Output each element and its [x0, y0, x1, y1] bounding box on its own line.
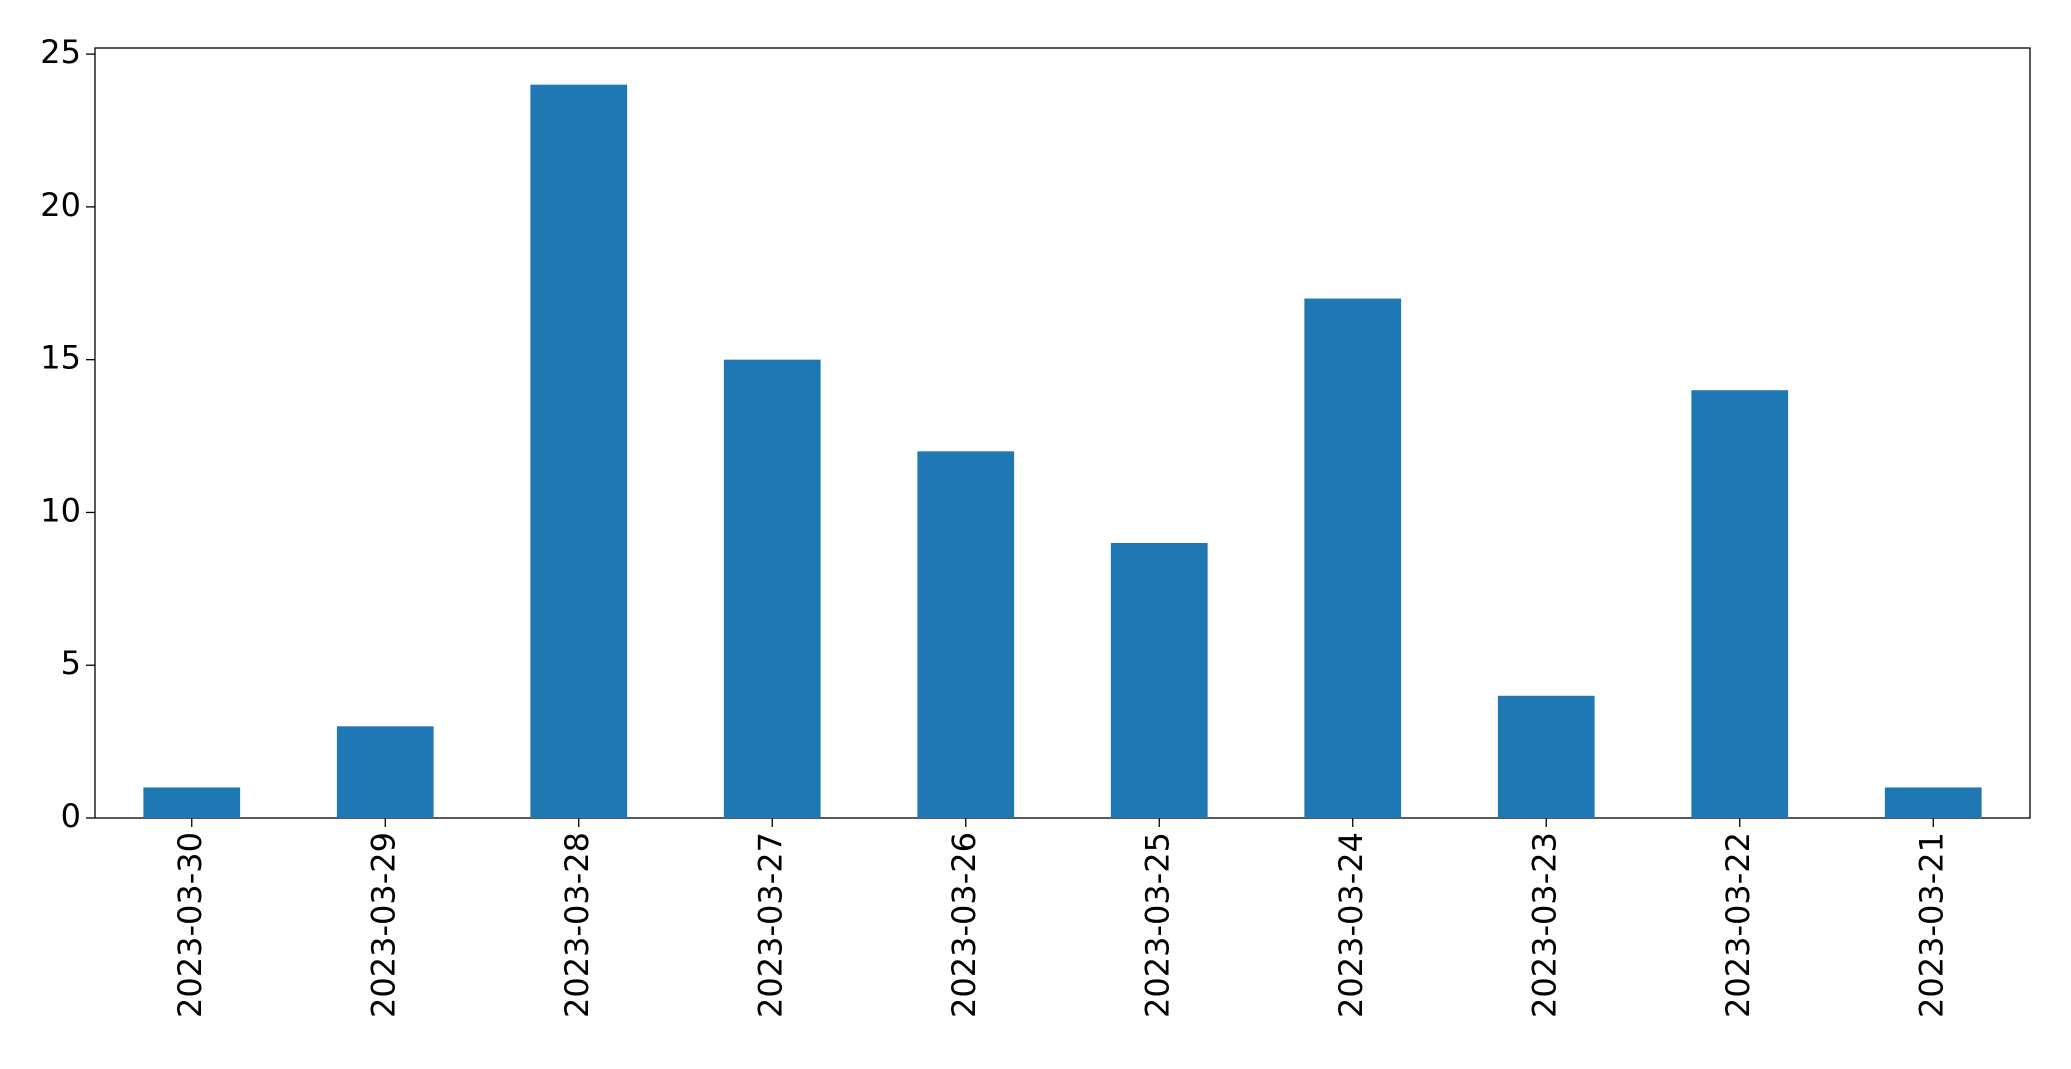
bar — [1304, 298, 1402, 818]
bar — [143, 787, 241, 818]
bar — [530, 84, 628, 818]
bar — [336, 726, 434, 818]
bar — [1884, 787, 1982, 818]
bar — [1497, 695, 1595, 818]
bar — [1691, 390, 1789, 818]
y-tick-label: 5 — [61, 644, 81, 682]
x-tick-label: 2023-03-26 — [945, 832, 983, 1018]
x-tick-label: 2023-03-27 — [751, 832, 789, 1018]
y-tick-label: 15 — [40, 339, 81, 377]
x-tick-label: 2023-03-29 — [364, 832, 402, 1018]
bar — [723, 359, 821, 818]
bar — [917, 451, 1015, 818]
x-tick-label: 2023-03-25 — [1138, 832, 1176, 1018]
y-tick-label: 25 — [40, 33, 81, 71]
y-tick-label: 10 — [40, 491, 81, 529]
x-tick-label: 2023-03-28 — [558, 832, 596, 1018]
x-tick-label: 2023-03-23 — [1525, 832, 1563, 1018]
bar — [1110, 543, 1208, 818]
x-tick-label: 2023-03-24 — [1332, 832, 1370, 1018]
y-tick-label: 0 — [61, 797, 81, 835]
x-tick-label: 2023-03-21 — [1912, 832, 1950, 1018]
plot-frame — [94, 47, 2031, 819]
x-tick-label: 2023-03-30 — [171, 832, 209, 1018]
y-tick-label: 20 — [40, 186, 81, 224]
x-tick-label: 2023-03-22 — [1719, 832, 1757, 1018]
